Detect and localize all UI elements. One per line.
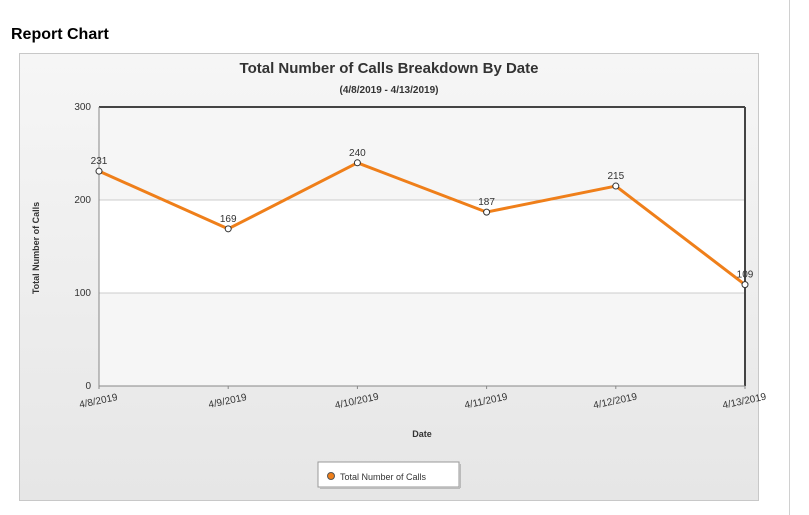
- y-axis-label: Total Number of Calls: [31, 202, 41, 294]
- x-tick-label: 4/10/2019: [334, 391, 380, 411]
- divider: [789, 0, 790, 515]
- data-label: 215: [607, 171, 624, 182]
- legend-marker: [327, 472, 335, 480]
- chart-subtitle: (4/8/2019 - 4/13/2019): [340, 85, 439, 96]
- data-point: [483, 208, 491, 216]
- legend-label: Total Number of Calls: [340, 472, 427, 482]
- data-label: 187: [478, 197, 495, 208]
- x-tick-label: 4/13/2019: [722, 391, 768, 411]
- x-axis-label: Date: [412, 429, 432, 439]
- series-line: [98, 161, 746, 286]
- y-tick-label: 100: [74, 288, 91, 299]
- data-label: 169: [220, 214, 237, 225]
- x-tick-label: 4/11/2019: [464, 392, 510, 412]
- y-tick-label: 0: [85, 381, 91, 392]
- data-point: [224, 225, 232, 233]
- data-point: [612, 182, 620, 190]
- page-title: Report Chart: [11, 26, 109, 43]
- x-tick-label: 4/9/2019: [207, 392, 248, 411]
- data-label: 240: [349, 148, 366, 159]
- chart-title: Total Number of Calls Breakdown By Date: [240, 60, 539, 77]
- data-point: [353, 159, 361, 167]
- x-tick-label: 4/12/2019: [592, 391, 638, 411]
- plot-band: [99, 200, 745, 293]
- x-tick-label: 4/8/2019: [78, 392, 119, 411]
- y-tick-label: 300: [74, 102, 91, 113]
- data-point: [741, 281, 749, 289]
- data-point: [95, 167, 103, 175]
- data-label: 109: [737, 270, 754, 281]
- data-label: 231: [91, 156, 108, 167]
- legend: Total Number of Calls: [317, 461, 461, 489]
- y-tick-label: 200: [74, 195, 91, 206]
